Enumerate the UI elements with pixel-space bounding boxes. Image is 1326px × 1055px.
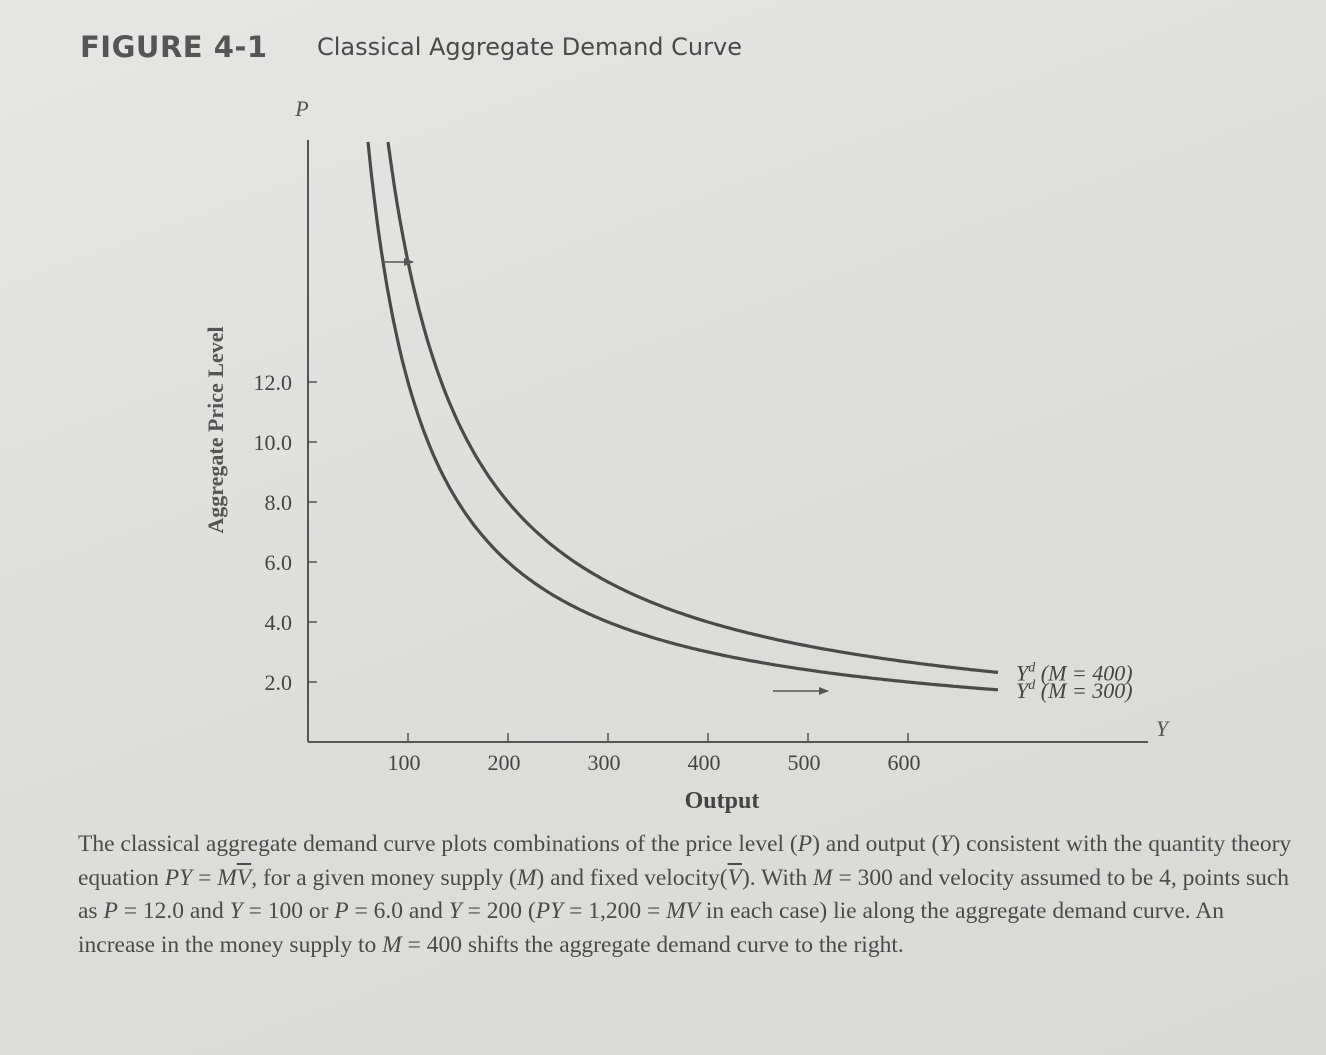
y-ticks: 2.0 4.0 6.0 8.0 10.0 12.0 (254, 370, 317, 695)
x-axis-symbol: Y (1156, 716, 1171, 741)
x-tick-label: 200 (488, 750, 521, 775)
aggregate-demand-chart: P Y Output Aggregate Price Level 100 200 3… (203, 96, 1171, 814)
y-axis-symbol: P (294, 96, 308, 121)
y-tick-label: 4.0 (265, 610, 293, 635)
series-labels: Yd (M = 300)Yd (M = 400) (1016, 660, 1133, 702)
y-tick-label: 2.0 (265, 670, 293, 695)
figure-caption: The classical aggregate demand curve plo… (78, 831, 1292, 958)
x-ticks: 100 200 300 400 500 600 (388, 733, 921, 775)
x-axis-label: Output (685, 788, 760, 814)
y-tick-label: 12.0 (254, 370, 293, 395)
series-label-m300: Yd (M = 300) (1016, 678, 1133, 703)
demand-curves (366, 141, 999, 692)
shift-arrows (383, 258, 829, 695)
y-tick-label: 6.0 (265, 550, 293, 575)
y-tick-label: 8.0 (265, 490, 293, 515)
figure-number: FIGURE 4-1 (80, 30, 268, 64)
demand-curve-m400 (386, 141, 999, 674)
y-axis-label: Aggregate Price Level (203, 326, 228, 533)
x-tick-label: 100 (388, 750, 421, 775)
series-label-m400: Yd (M = 400) (1016, 660, 1133, 685)
y-tick-label: 10.0 (254, 430, 293, 455)
demand-curve-m300 (366, 141, 999, 692)
x-tick-label: 600 (888, 750, 921, 775)
x-tick-label: 500 (788, 750, 821, 775)
x-tick-label: 400 (688, 750, 721, 775)
x-tick-label: 300 (588, 750, 621, 775)
figure-title: Classical Aggregate Demand Curve (317, 33, 742, 61)
